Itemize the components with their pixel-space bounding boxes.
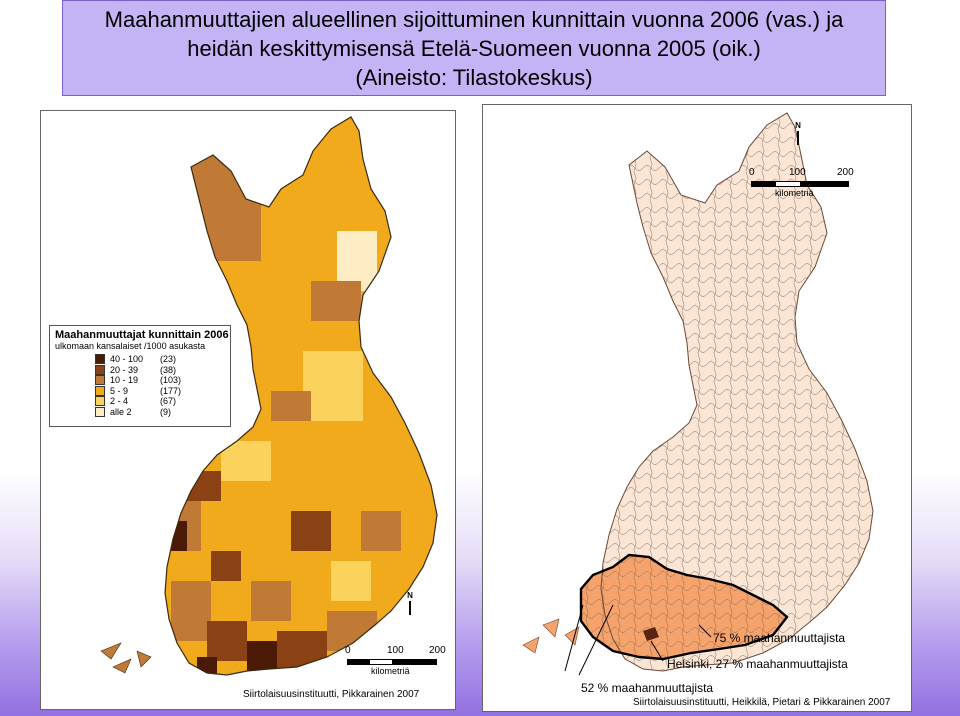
- right-map-svg: [522, 112, 874, 676]
- annotation-75-percent: 75 % maahanmuuttajista: [713, 631, 846, 645]
- legend-swatch: [95, 406, 105, 417]
- right-map-panel: N 0 100 200 kilometriä 75 % maahanmuutta…: [482, 104, 912, 712]
- legend-range: 5 - 9: [110, 385, 129, 396]
- left-scale-bar: 0 100 200 kilometriä: [341, 645, 451, 685]
- title-line-2: heidän keskittymisensä Etelä-Suomeen vuo…: [187, 36, 761, 61]
- left-map-panel: Maahanmuuttajat kunnittain 2006 ulkomaan…: [40, 110, 456, 710]
- legend-range: 40 - 100: [110, 354, 144, 365]
- north-label: N: [407, 591, 413, 600]
- annotation-52-percent: 52 % maahanmuuttajista: [581, 681, 714, 695]
- legend-range: 20 - 39: [110, 364, 139, 375]
- north-label: N: [795, 121, 801, 130]
- legend-row: 20 - 39 (38): [55, 364, 225, 376]
- title-box: Maahanmuuttajien alueellinen sijoittumin…: [62, 0, 886, 96]
- scale-label-100: 100: [387, 645, 404, 656]
- legend-range: alle 2: [110, 406, 132, 417]
- legend-count: (38): [160, 364, 177, 375]
- legend-swatch: [95, 364, 105, 375]
- legend-range: 2 - 4: [110, 396, 129, 407]
- legend-row: 2 - 4 (67): [55, 396, 225, 407]
- legend-count: (67): [160, 396, 177, 407]
- scale-unit: kilometriä: [371, 666, 410, 676]
- legend-count: (177): [160, 385, 182, 396]
- scale-label-200: 200: [837, 167, 854, 178]
- annotation-helsinki: Helsinki, 27 % maahanmuuttajista: [667, 657, 848, 671]
- north-arrow-icon: N: [791, 121, 805, 145]
- scale-label-0: 0: [345, 645, 351, 656]
- legend-swatch: [95, 354, 105, 365]
- left-map-legend: Maahanmuuttajat kunnittain 2006 ulkomaan…: [49, 325, 231, 427]
- legend-row: 40 - 100 (23): [55, 354, 225, 365]
- title-line-3: (Aineisto: Tilastokeskus): [355, 65, 593, 90]
- right-scale-bar: 0 100 200 kilometriä: [747, 167, 877, 207]
- scale-label-100: 100: [789, 167, 806, 178]
- helsinki-region: [643, 627, 659, 641]
- legend-count: (9): [160, 406, 171, 417]
- legend-count: (23): [160, 354, 177, 365]
- legend-row: alle 2 (9): [55, 406, 225, 418]
- scale-unit: kilometriä: [775, 188, 814, 198]
- left-map-credit: Siirtolaisuusinstituutti, Pikkarainen 20…: [243, 689, 420, 700]
- legend-swatch: [95, 385, 105, 396]
- scale-label-0: 0: [749, 167, 755, 178]
- legend-title: Maahanmuuttajat kunnittain 2006: [55, 329, 229, 341]
- legend-swatch: [95, 375, 105, 386]
- right-map-credit: Siirtolaisuusinstituutti, Heikkilä, Piet…: [633, 697, 891, 708]
- legend-swatch: [95, 396, 105, 407]
- legend-subtitle: ulkomaan kansalaiset /1000 asukasta: [55, 341, 206, 351]
- legend-range: 10 - 19: [110, 375, 139, 386]
- north-arrow-icon: N: [403, 591, 417, 615]
- legend-count: (103): [160, 375, 182, 386]
- scale-label-200: 200: [429, 645, 446, 656]
- legend-row: 5 - 9 (177): [55, 385, 225, 397]
- legend-row: 10 - 19 (103): [55, 375, 225, 386]
- title-line-1: Maahanmuuttajien alueellinen sijoittumin…: [104, 7, 844, 32]
